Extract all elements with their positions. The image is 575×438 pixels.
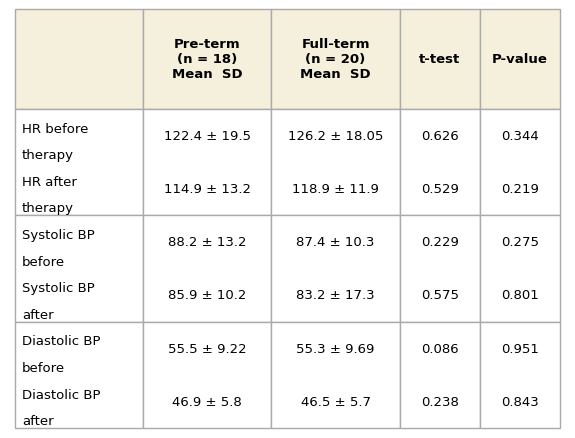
Text: Diastolic BP: Diastolic BP	[22, 335, 101, 348]
Bar	[15, 215, 143, 322]
Text: Full-term
(n = 20)
Mean  SD: Full-term (n = 20) Mean SD	[300, 38, 371, 81]
Bar	[15, 110, 143, 215]
Text: 0.951: 0.951	[501, 342, 539, 355]
Text: Systolic BP: Systolic BP	[22, 229, 95, 241]
Bar	[400, 322, 480, 428]
Text: therapy: therapy	[22, 149, 74, 162]
Text: 0.086: 0.086	[421, 342, 459, 355]
Text: 118.9 ± 11.9: 118.9 ± 11.9	[292, 183, 379, 196]
Bar	[143, 322, 271, 428]
Bar	[400, 215, 480, 322]
Text: 83.2 ± 17.3: 83.2 ± 17.3	[296, 289, 375, 302]
Bar	[143, 110, 271, 215]
Bar	[400, 10, 480, 110]
Text: 0.229: 0.229	[421, 236, 459, 249]
Text: 0.801: 0.801	[501, 289, 539, 302]
Text: 0.238: 0.238	[421, 395, 459, 408]
Text: 0.843: 0.843	[501, 395, 539, 408]
Bar	[143, 10, 271, 110]
Text: before: before	[22, 361, 65, 374]
Text: HR before: HR before	[22, 122, 89, 135]
Text: 126.2 ± 18.05: 126.2 ± 18.05	[288, 130, 384, 142]
Bar	[480, 10, 560, 110]
Text: 46.5 ± 5.7: 46.5 ± 5.7	[301, 395, 371, 408]
Text: 55.3 ± 9.69: 55.3 ± 9.69	[296, 342, 375, 355]
Text: 0.626: 0.626	[421, 130, 459, 142]
Text: Pre-term
(n = 18)
Mean  SD: Pre-term (n = 18) Mean SD	[172, 38, 243, 81]
Text: after: after	[22, 308, 53, 321]
Bar	[271, 322, 400, 428]
Text: 114.9 ± 13.2: 114.9 ± 13.2	[164, 183, 251, 196]
Text: Diastolic BP: Diastolic BP	[22, 388, 101, 401]
Text: HR after: HR after	[22, 175, 77, 188]
Text: therapy: therapy	[22, 202, 74, 215]
Bar	[480, 215, 560, 322]
Text: 0.275: 0.275	[501, 236, 539, 249]
Bar	[480, 322, 560, 428]
Text: 0.575: 0.575	[421, 289, 459, 302]
Text: 46.9 ± 5.8: 46.9 ± 5.8	[172, 395, 242, 408]
Bar	[271, 110, 400, 215]
Text: P-value: P-value	[492, 53, 548, 66]
Text: 0.529: 0.529	[421, 183, 459, 196]
Bar	[15, 322, 143, 428]
Text: 87.4 ± 10.3: 87.4 ± 10.3	[296, 236, 375, 249]
Bar	[400, 110, 480, 215]
Text: 88.2 ± 13.2: 88.2 ± 13.2	[168, 236, 247, 249]
Bar	[15, 10, 143, 110]
Bar	[480, 110, 560, 215]
Text: 0.219: 0.219	[501, 183, 539, 196]
Bar	[271, 215, 400, 322]
Text: 85.9 ± 10.2: 85.9 ± 10.2	[168, 289, 247, 302]
Text: before: before	[22, 255, 65, 268]
Text: 0.344: 0.344	[501, 130, 539, 142]
Bar	[143, 215, 271, 322]
Bar	[271, 10, 400, 110]
Text: Systolic BP: Systolic BP	[22, 282, 95, 294]
Text: t-test: t-test	[419, 53, 461, 66]
Text: 122.4 ± 19.5: 122.4 ± 19.5	[164, 130, 251, 142]
Text: after: after	[22, 414, 53, 427]
Text: 55.5 ± 9.22: 55.5 ± 9.22	[168, 342, 247, 355]
